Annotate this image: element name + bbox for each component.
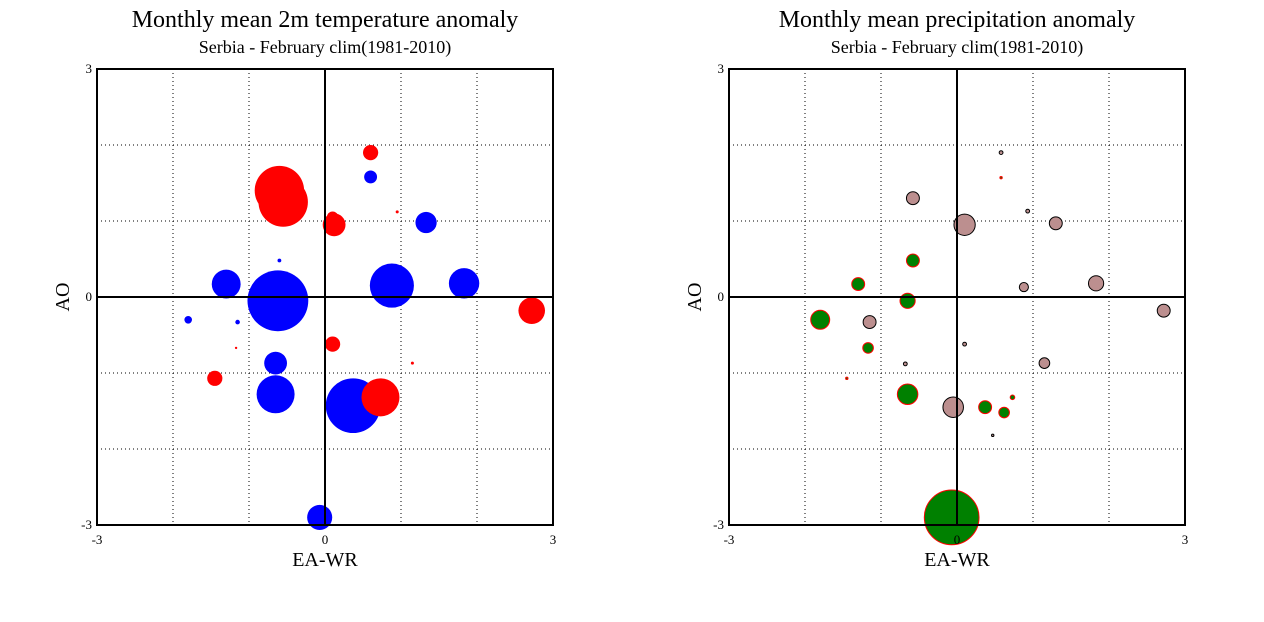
x-axis-label: EA-WR: [924, 549, 990, 571]
data-point: [410, 361, 414, 365]
data-point: [307, 504, 333, 530]
chart-subtitle: Serbia - February clim(1981-2010): [831, 37, 1083, 58]
data-point: [845, 376, 849, 381]
data-point: [184, 316, 192, 324]
chart-title: Monthly mean precipitation anomaly: [779, 7, 1136, 33]
data-point: [1087, 275, 1105, 292]
y-tick-min: -3: [81, 517, 92, 532]
data-point: [211, 269, 241, 299]
data-point: [207, 370, 223, 386]
data-point: [902, 361, 908, 367]
data-point: [953, 213, 976, 236]
x-tick-max: 3: [550, 532, 557, 547]
x-axis-label: EA-WR: [292, 549, 358, 571]
data-point: [942, 396, 964, 418]
data-point: [862, 315, 877, 330]
y-tick-min: -3: [713, 517, 724, 532]
data-point: [448, 268, 480, 299]
data-point: [1009, 394, 1016, 401]
data-point: [363, 145, 379, 161]
data-point: [998, 150, 1004, 156]
temperature-anomaly-chart: Monthly mean 2m temperature anomaly Serb…: [52, 7, 556, 571]
data-point: [325, 336, 341, 352]
data-point: [810, 309, 831, 330]
data-points: [184, 145, 546, 530]
data-point: [277, 258, 282, 263]
y-tick-zero: 0: [86, 289, 93, 304]
y-tick-max: 3: [718, 61, 725, 76]
data-point: [415, 211, 437, 234]
data-point: [905, 191, 920, 206]
precipitation-anomaly-chart: Monthly mean precipitation anomaly Serbi…: [684, 7, 1188, 571]
data-point: [978, 400, 993, 415]
data-point: [518, 297, 546, 324]
data-point: [862, 342, 874, 354]
data-point: [899, 292, 916, 309]
x-tick-zero: 0: [954, 532, 961, 547]
data-point: [258, 177, 308, 227]
data-points: [810, 150, 1171, 546]
chart-subtitle: Serbia - February clim(1981-2010): [199, 37, 451, 58]
y-axis-label: AO: [52, 283, 74, 312]
x-tick-max: 3: [1182, 532, 1189, 547]
data-point: [364, 170, 378, 184]
data-point: [923, 489, 980, 546]
y-axis-label: AO: [684, 283, 706, 312]
y-tick-max: 3: [86, 61, 93, 76]
data-point: [999, 175, 1003, 180]
y-tick-zero: 0: [718, 289, 725, 304]
data-point: [322, 213, 346, 237]
data-point: [256, 375, 295, 414]
data-point: [1156, 303, 1171, 318]
x-tick-zero: 0: [322, 532, 329, 547]
data-point: [1025, 208, 1031, 214]
data-point: [896, 383, 919, 406]
x-tick-min: -3: [724, 532, 735, 547]
data-point: [234, 346, 238, 350]
zero-axes: [729, 69, 1185, 525]
data-point: [235, 319, 240, 325]
data-point: [1018, 282, 1029, 293]
data-point: [1038, 357, 1051, 369]
zero-axes: [97, 69, 553, 525]
data-point: [905, 253, 920, 268]
data-point: [369, 263, 414, 308]
data-point: [962, 341, 967, 347]
data-point: [1048, 216, 1063, 231]
data-point: [361, 378, 400, 417]
data-point: [395, 210, 399, 214]
data-point: [991, 433, 995, 438]
x-tick-min: -3: [92, 532, 103, 547]
data-point: [998, 406, 1010, 419]
data-point: [264, 351, 287, 375]
data-point: [247, 270, 309, 332]
data-point: [851, 277, 866, 292]
chart-title: Monthly mean 2m temperature anomaly: [132, 7, 519, 33]
